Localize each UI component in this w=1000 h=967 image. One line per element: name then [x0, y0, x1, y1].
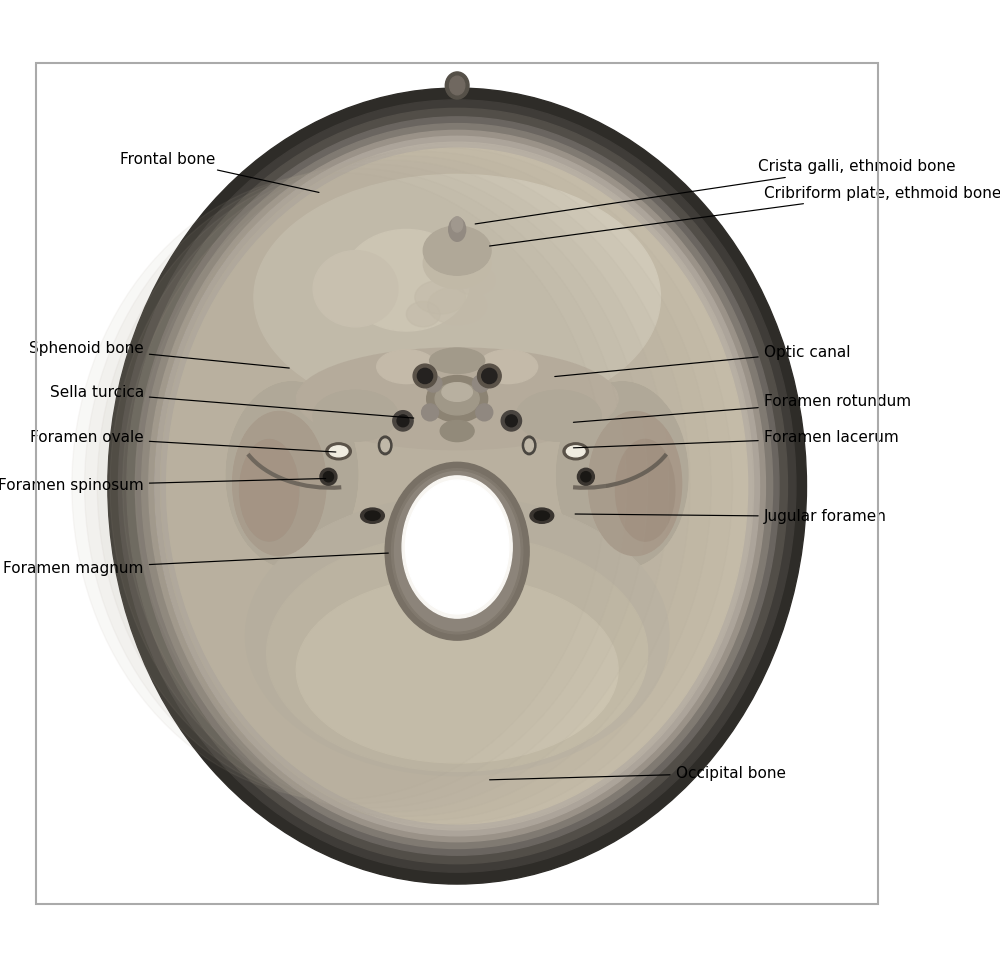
- Ellipse shape: [385, 462, 529, 640]
- Ellipse shape: [415, 280, 466, 314]
- Ellipse shape: [525, 439, 533, 452]
- Ellipse shape: [329, 446, 348, 456]
- Text: Foramen lacerum: Foramen lacerum: [573, 430, 898, 448]
- Circle shape: [397, 415, 409, 426]
- Circle shape: [581, 472, 591, 482]
- Ellipse shape: [313, 250, 398, 327]
- Ellipse shape: [406, 480, 509, 614]
- Ellipse shape: [449, 218, 466, 242]
- Ellipse shape: [563, 443, 588, 459]
- Ellipse shape: [534, 511, 549, 520]
- Ellipse shape: [161, 143, 754, 829]
- Ellipse shape: [313, 391, 398, 441]
- Circle shape: [323, 472, 334, 482]
- Text: Frontal bone: Frontal bone: [120, 152, 319, 192]
- Ellipse shape: [142, 124, 773, 848]
- Ellipse shape: [557, 382, 688, 569]
- Ellipse shape: [377, 350, 436, 384]
- Text: Cribriform plate, ethmoid bone: Cribriform plate, ethmoid bone: [490, 186, 1000, 246]
- Ellipse shape: [427, 375, 488, 423]
- Ellipse shape: [155, 136, 759, 835]
- Ellipse shape: [118, 100, 796, 872]
- Text: Foramen rotundum: Foramen rotundum: [573, 394, 911, 423]
- Ellipse shape: [423, 226, 491, 276]
- Circle shape: [417, 368, 433, 384]
- Text: Crista galli, ethmoid bone: Crista galli, ethmoid bone: [475, 160, 955, 224]
- Circle shape: [477, 365, 501, 388]
- Ellipse shape: [392, 469, 523, 633]
- Ellipse shape: [148, 147, 732, 825]
- Text: Occipital bone: Occipital bone: [490, 766, 786, 780]
- Circle shape: [393, 411, 413, 431]
- Ellipse shape: [361, 508, 384, 523]
- Ellipse shape: [450, 76, 465, 95]
- Ellipse shape: [135, 117, 779, 855]
- Ellipse shape: [423, 238, 491, 289]
- Ellipse shape: [453, 265, 495, 295]
- Circle shape: [482, 368, 497, 384]
- Ellipse shape: [395, 472, 520, 630]
- Text: Optic canal: Optic canal: [555, 345, 850, 376]
- Ellipse shape: [108, 88, 806, 884]
- Ellipse shape: [516, 391, 601, 441]
- Text: Sella turcica: Sella turcica: [50, 386, 414, 418]
- Circle shape: [425, 375, 442, 392]
- Circle shape: [422, 404, 439, 421]
- Ellipse shape: [530, 508, 554, 523]
- Text: Foramen ovale: Foramen ovale: [30, 430, 336, 452]
- Ellipse shape: [378, 436, 392, 454]
- Ellipse shape: [97, 164, 648, 807]
- Ellipse shape: [167, 148, 748, 824]
- Circle shape: [476, 404, 493, 421]
- Text: Jugular foramen: Jugular foramen: [575, 509, 887, 524]
- Ellipse shape: [478, 350, 538, 384]
- Ellipse shape: [381, 439, 389, 452]
- Ellipse shape: [365, 511, 380, 520]
- Ellipse shape: [240, 439, 299, 542]
- Circle shape: [472, 375, 489, 392]
- Ellipse shape: [245, 496, 669, 776]
- Ellipse shape: [296, 348, 618, 450]
- Circle shape: [413, 365, 437, 388]
- Ellipse shape: [149, 131, 765, 841]
- Text: Foramen spinosum: Foramen spinosum: [0, 478, 326, 493]
- Ellipse shape: [123, 156, 690, 816]
- Ellipse shape: [326, 443, 351, 459]
- Circle shape: [505, 415, 517, 426]
- Ellipse shape: [110, 160, 669, 812]
- Ellipse shape: [445, 72, 469, 99]
- Ellipse shape: [72, 173, 605, 800]
- Ellipse shape: [226, 382, 358, 569]
- Ellipse shape: [452, 217, 463, 232]
- Circle shape: [320, 468, 337, 485]
- Ellipse shape: [428, 286, 487, 325]
- Ellipse shape: [566, 446, 585, 456]
- Ellipse shape: [430, 348, 485, 373]
- Ellipse shape: [233, 412, 326, 555]
- Ellipse shape: [135, 152, 711, 821]
- Ellipse shape: [267, 535, 648, 772]
- Ellipse shape: [440, 421, 474, 442]
- Ellipse shape: [127, 108, 787, 864]
- Ellipse shape: [442, 383, 472, 401]
- Ellipse shape: [588, 412, 682, 555]
- Ellipse shape: [616, 439, 675, 542]
- Ellipse shape: [296, 576, 618, 763]
- Text: Sphenoid bone: Sphenoid bone: [29, 340, 289, 368]
- Ellipse shape: [254, 174, 660, 420]
- Ellipse shape: [435, 383, 479, 415]
- Text: Foramen magnum: Foramen magnum: [3, 553, 388, 575]
- Circle shape: [577, 468, 594, 485]
- Ellipse shape: [85, 168, 627, 804]
- Circle shape: [501, 411, 522, 431]
- Ellipse shape: [161, 142, 754, 830]
- Ellipse shape: [522, 436, 536, 454]
- Ellipse shape: [343, 229, 470, 331]
- Ellipse shape: [406, 302, 440, 327]
- Ellipse shape: [402, 476, 512, 618]
